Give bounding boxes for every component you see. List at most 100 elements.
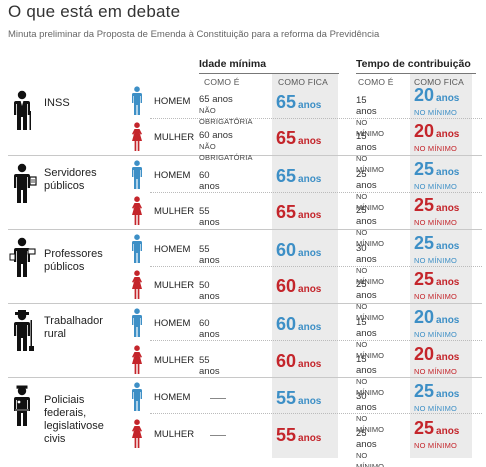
age-current: 65 anos NÃO OBRIGATÓRIA bbox=[199, 94, 253, 127]
contrib-new-unit: anos bbox=[436, 426, 460, 437]
age-new: 65 anos bbox=[276, 92, 321, 113]
age-current: 55 anos bbox=[199, 206, 220, 228]
contrib-new: 25 anos NO MÍNIMO bbox=[414, 196, 460, 230]
header-tempo-contribuicao: Tempo de contribuição bbox=[356, 58, 471, 70]
age-new-unit: anos bbox=[298, 284, 322, 295]
age-new: 60 anos bbox=[276, 276, 321, 297]
contrib-new-unit: anos bbox=[436, 241, 460, 252]
age-current: 55 anos bbox=[199, 355, 220, 377]
contrib-new-line: 25 anos bbox=[414, 196, 460, 216]
age-new: 55 anos bbox=[276, 425, 321, 446]
chart-title: O que está em debate bbox=[8, 2, 181, 21]
age-current-value: 55 anos bbox=[199, 355, 220, 377]
contrib-new-value: 25 bbox=[414, 233, 435, 253]
contrib-new-note: NO MÍNIMO bbox=[414, 256, 458, 265]
header-line-idade bbox=[199, 73, 339, 74]
contrib-current-value: 15 anos bbox=[356, 95, 377, 117]
contrib-new: 25 anos NO MÍNIMO bbox=[414, 270, 459, 304]
contrib-current-value: 15 anos bbox=[356, 354, 377, 376]
age-new: 65 anos bbox=[276, 202, 321, 223]
contrib-new-line: 25 anos bbox=[414, 381, 459, 402]
category-separator bbox=[8, 229, 482, 230]
contrib-current: 15 anos NO MÍNIMO bbox=[356, 131, 384, 175]
contrib-new-note: NO MÍNIMO bbox=[414, 108, 458, 117]
category-separator bbox=[8, 377, 482, 378]
age-new-value: 55 bbox=[276, 425, 297, 445]
shaded-column-contrib bbox=[410, 73, 472, 458]
man-icon bbox=[131, 308, 143, 343]
contrib-new-unit: anos bbox=[436, 315, 460, 326]
contrib-current: 30 anos NO MÍNIMO bbox=[356, 391, 384, 435]
row-separator bbox=[150, 118, 482, 119]
woman-icon bbox=[131, 345, 143, 380]
contrib-current: 25 anos NO MÍNIMO bbox=[356, 205, 384, 249]
contrib-new: 25 anos NO MÍNIMO bbox=[414, 381, 459, 416]
age-new-value: 65 bbox=[276, 128, 297, 148]
contrib-current: 15 anos NO MÍNIMO bbox=[356, 354, 384, 398]
age-current: 50 anos bbox=[199, 280, 220, 302]
contrib-current-value: 25 anos bbox=[356, 205, 377, 227]
gender-label: MULHER bbox=[154, 355, 195, 366]
age-new-value: 60 bbox=[276, 351, 297, 371]
age-new-value: 60 bbox=[276, 240, 297, 260]
contrib-new-note: NO MÍNIMO bbox=[414, 367, 458, 376]
contrib-new-value: 20 bbox=[414, 344, 435, 364]
contrib-current-note: NO MÍNIMO bbox=[356, 340, 384, 360]
woman-icon bbox=[131, 122, 143, 157]
gender-label: MULHER bbox=[154, 280, 195, 291]
teacher-icon bbox=[8, 236, 38, 283]
contrib-new: 25 anos NO MÍNIMO bbox=[414, 419, 460, 453]
police-icon bbox=[8, 385, 38, 432]
gender-label: HOMEM bbox=[154, 392, 191, 403]
age-new-value: 60 bbox=[276, 314, 297, 334]
col-head-age-como-fica: COMO FICA bbox=[278, 77, 328, 87]
age-new-unit: anos bbox=[298, 359, 322, 370]
contrib-current-value: 30 anos bbox=[356, 243, 377, 265]
contrib-current-value: 25 anos bbox=[356, 279, 377, 301]
contrib-current-note: NO MÍNIMO bbox=[356, 228, 384, 248]
col-head-contrib-como-e: COMO É bbox=[358, 77, 394, 87]
gender-label: MULHER bbox=[154, 429, 195, 440]
contrib-new-line: 25 anos bbox=[414, 160, 460, 180]
age-current: 60 anos bbox=[199, 318, 220, 340]
col-head-age-como-e: COMO É bbox=[204, 77, 240, 87]
civil-servant-icon bbox=[8, 162, 38, 209]
farmer-icon bbox=[8, 310, 38, 357]
gender-label: MULHER bbox=[154, 206, 195, 217]
executive-icon bbox=[8, 89, 38, 136]
age-new-unit: anos bbox=[298, 322, 322, 333]
age-current-value: 60 anos bbox=[199, 318, 220, 340]
age-new-unit: anos bbox=[298, 100, 322, 111]
category-separator bbox=[8, 303, 482, 304]
man-icon bbox=[131, 234, 143, 269]
row-separator bbox=[150, 413, 482, 414]
contrib-new-value: 25 bbox=[414, 381, 435, 401]
category-label: Policiais federais, legislativose civis bbox=[44, 394, 104, 445]
gender-label: HOMEM bbox=[154, 318, 191, 329]
contrib-current-note: NO MÍNIMO bbox=[356, 377, 384, 397]
age-new-value: 65 bbox=[276, 92, 297, 112]
contrib-current-note: NO MÍNIMO bbox=[356, 192, 384, 212]
contrib-new-line: 25 anos bbox=[414, 233, 460, 254]
category-separator bbox=[8, 155, 482, 156]
contrib-new-line: 20 anos bbox=[414, 122, 459, 142]
age-new-unit: anos bbox=[298, 136, 322, 147]
woman-icon bbox=[131, 270, 143, 305]
contrib-new: 25 anos NO MÍNIMO bbox=[414, 160, 460, 194]
gender-label: MULHER bbox=[154, 132, 195, 143]
age-current-note: NÃO OBRIGATÓRIA bbox=[199, 142, 253, 162]
age-new-unit: anos bbox=[298, 210, 322, 221]
age-new: 60 anos bbox=[276, 351, 321, 372]
age-current: 60 anos NÃO OBRIGATÓRIA bbox=[199, 130, 253, 163]
age-new-value: 65 bbox=[276, 166, 297, 186]
woman-icon bbox=[131, 419, 143, 454]
man-icon bbox=[131, 382, 143, 417]
contrib-new: 20 anos NO MÍNIMO bbox=[414, 344, 459, 379]
contrib-new-unit: anos bbox=[436, 203, 460, 214]
contrib-current-value: 25 anos bbox=[356, 169, 377, 191]
age-new: 65 anos bbox=[276, 166, 321, 187]
header-line-tempo bbox=[356, 73, 476, 74]
age-new-value: 55 bbox=[276, 388, 297, 408]
contrib-new-note: NO MÍNIMO bbox=[414, 292, 458, 301]
contrib-new-unit: anos bbox=[436, 167, 460, 178]
